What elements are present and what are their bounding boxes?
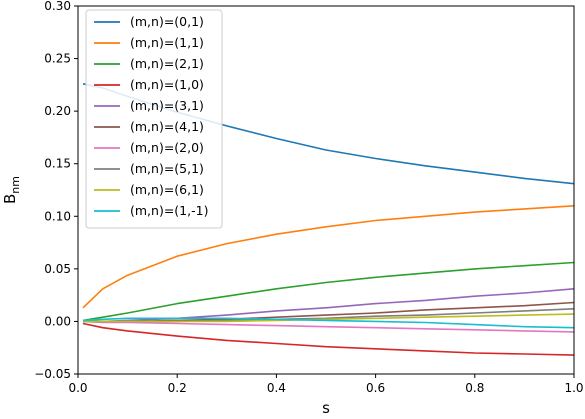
x-tick-label: 1.0 xyxy=(564,381,583,395)
legend-label: (m,n)=(5,1) xyxy=(130,161,204,176)
legend-label: (m,n)=(3,1) xyxy=(130,98,204,113)
y-axis-label: Bnm xyxy=(1,176,22,204)
series-line-2 xyxy=(82,261,575,322)
y-tick-label: 0.20 xyxy=(44,104,71,118)
legend-label: (m,n)=(1,-1) xyxy=(130,203,208,218)
x-axis-ticks: 0.0 0.2 0.4 0.6 0.8 1.0 xyxy=(68,374,584,395)
series-line-4 xyxy=(83,288,575,323)
x-tick-label: 0.8 xyxy=(465,381,484,395)
legend-label: (m,n)=(1,1) xyxy=(130,35,204,50)
y-tick-label: 0.05 xyxy=(44,262,71,276)
series-line-3 xyxy=(82,322,575,356)
x-tick-label: 0.0 xyxy=(68,381,87,395)
series-line-1 xyxy=(82,205,575,309)
x-tick-label: 0.2 xyxy=(168,381,187,395)
legend: (m,n)=(0,1) (m,n)=(1,1) (m,n)=(2,1) (m,n)=(… xyxy=(85,9,223,229)
y-tick-label: 0.15 xyxy=(44,157,71,171)
legend-label: (m,n)=(4,1) xyxy=(130,119,204,134)
plot-lines xyxy=(82,83,575,356)
y-axis-label-main: B xyxy=(1,194,19,204)
legend-label: (m,n)=(6,1) xyxy=(130,182,204,197)
y-axis-ticks: −0.05 0.00 0.05 0.10 0.15 0.20 0.25 0.30 xyxy=(34,0,78,381)
y-tick-label: 0.00 xyxy=(44,314,71,328)
y-axis-label-subscript: nm xyxy=(9,176,22,194)
x-tick-label: 0.4 xyxy=(267,381,286,395)
legend-label: (m,n)=(1,0) xyxy=(130,77,204,92)
legend-label: (m,n)=(2,1) xyxy=(130,56,204,71)
legend-label: (m,n)=(2,0) xyxy=(130,140,204,155)
y-tick-label: 0.25 xyxy=(44,52,71,66)
y-tick-label: 0.30 xyxy=(44,0,71,13)
series-line-9 xyxy=(82,317,575,329)
legend-label: (m,n)=(0,1) xyxy=(130,14,204,29)
x-axis-label: s xyxy=(322,399,330,417)
y-tick-label: −0.05 xyxy=(34,367,71,381)
plot-frame xyxy=(77,5,575,375)
series-line-6 xyxy=(82,320,575,333)
y-tick-label: 0.10 xyxy=(44,209,71,223)
x-tick-label: 0.6 xyxy=(366,381,385,395)
